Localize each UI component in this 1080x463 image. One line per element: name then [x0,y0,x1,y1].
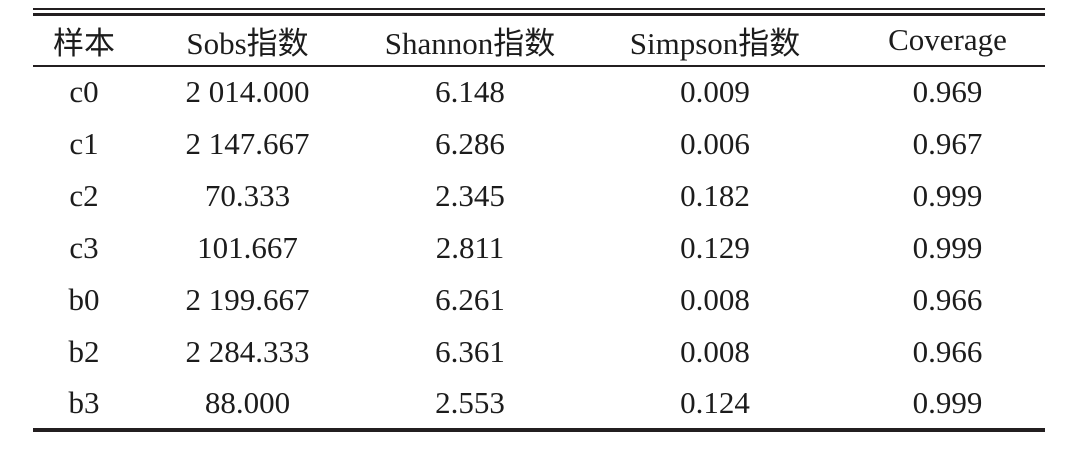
cell-sobs: 2 147.667 [185,125,310,161]
table-row: c1 2 147.667 6.286 0.006 0.967 [33,118,1045,170]
cell-sample: b3 [68,384,100,420]
cell-shannon: 6.286 [435,125,505,161]
cell-shannon: 6.261 [435,281,505,317]
cell-coverage: 0.969 [912,74,983,109]
cell-shannon: 2.811 [435,229,505,265]
cell-coverage: 0.966 [912,333,983,369]
table-row: b2 2 284.333 6.361 0.008 0.966 [33,326,1045,378]
cell-simpson: 0.124 [680,384,750,420]
header-row: 样本 Sobs指数 Shannon指数 Simpson指数 Coverage [33,14,1045,67]
alpha-diversity-table: 样本 Sobs指数 Shannon指数 Simpson指数 Coverage c… [33,8,1045,432]
cell-shannon: 2.345 [435,177,505,213]
top-rule-thin [33,8,1045,10]
cell-sobs: 2 284.333 [185,333,310,369]
cell-sobs: 70.333 [204,177,291,213]
table-row: c0 2 014.000 6.148 0.009 0.969 [33,66,1045,118]
cell-sobs: 88.000 [204,384,291,420]
cell-coverage: 0.967 [912,125,983,161]
cell-simpson: 0.009 [680,74,750,109]
cell-shannon: 6.361 [435,333,505,369]
cell-sample: c3 [69,229,99,265]
cell-coverage: 0.999 [912,177,983,213]
cell-simpson: 0.129 [680,229,750,265]
cell-simpson: 0.008 [680,281,750,317]
cell-sobs: 101.667 [197,229,298,265]
cell-simpson: 0.006 [680,125,750,161]
cell-shannon: 6.148 [435,74,505,109]
cell-sobs: 2 014.000 [185,74,310,109]
cell-coverage: 0.966 [912,281,983,317]
three-line-table: 样本 Sobs指数 Shannon指数 Simpson指数 Coverage c… [33,13,1045,432]
cell-sample: c2 [69,177,99,213]
cell-coverage: 0.999 [912,384,983,420]
cell-sample: b2 [68,333,100,369]
table-row: c2 70.333 2.345 0.182 0.999 [33,170,1045,222]
table-row: b0 2 199.667 6.261 0.008 0.966 [33,274,1045,326]
cell-simpson: 0.008 [680,333,750,369]
cell-shannon: 2.553 [435,384,505,420]
cell-sobs: 2 199.667 [185,281,310,317]
cell-sample: c0 [69,74,99,109]
cell-sample: c1 [69,125,99,161]
col-header-coverage: Coverage [850,14,1045,67]
cell-simpson: 0.182 [680,177,750,213]
cell-coverage: 0.999 [912,229,983,265]
col-header-shannon: Shannon指数 [360,14,580,67]
col-header-sobs: Sobs指数 [135,14,360,67]
col-header-sample: 样本 [33,14,135,67]
col-header-simpson: Simpson指数 [580,14,850,67]
table-row: c3 101.667 2.811 0.129 0.999 [33,222,1045,274]
table-row: b3 88.000 2.553 0.124 0.999 [33,378,1045,430]
cell-sample: b0 [68,281,100,317]
